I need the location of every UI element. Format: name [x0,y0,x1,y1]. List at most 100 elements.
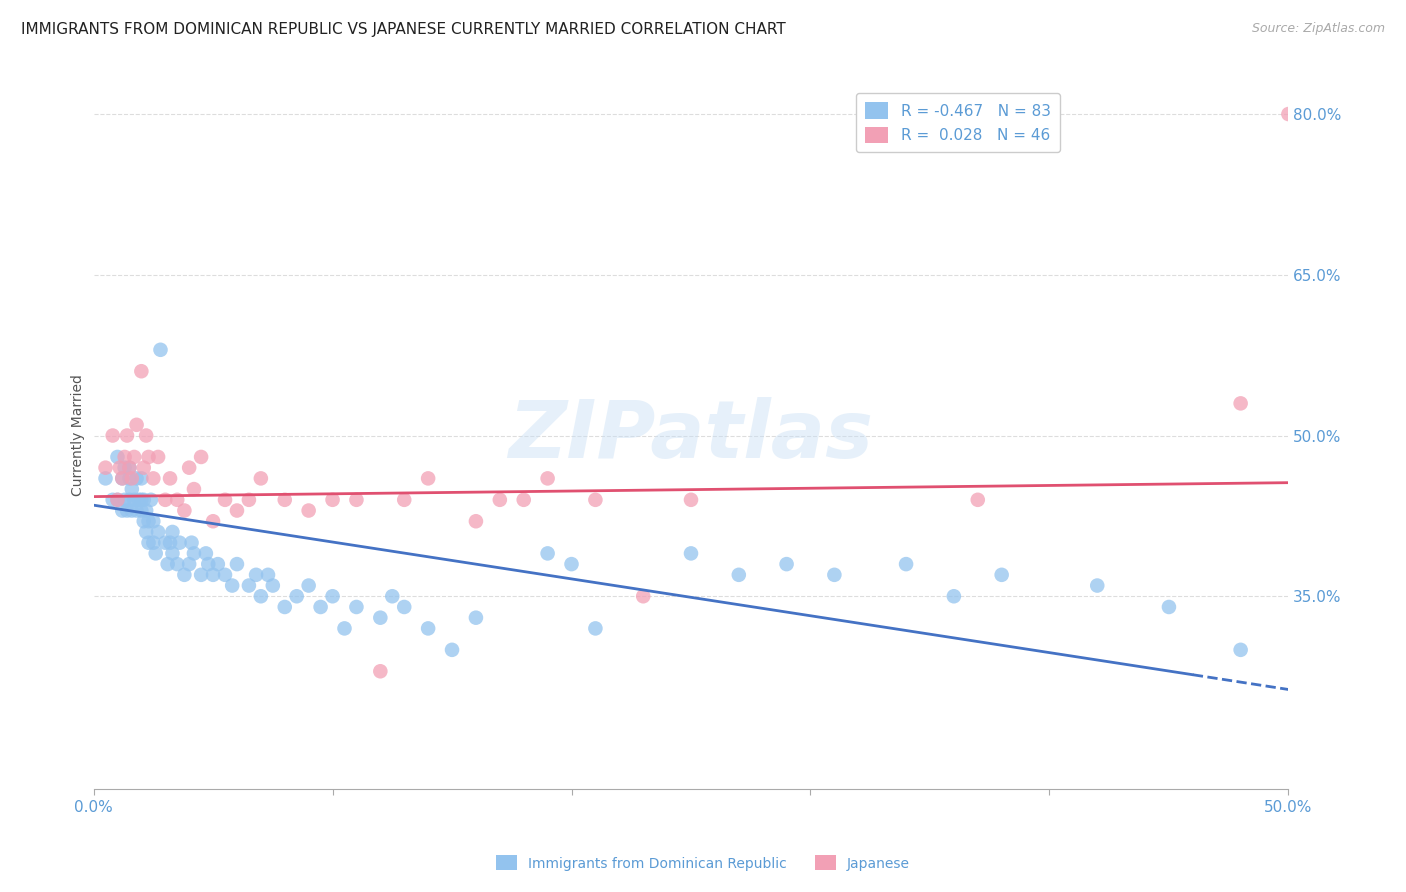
Y-axis label: Currently Married: Currently Married [72,375,86,497]
Point [245,567,267,582]
Point [190,567,212,582]
Point [183,482,205,496]
Point [111,503,134,517]
Point [894,557,917,571]
Point [131,364,153,378]
Legend: R = -0.467   N = 83, R =  0.028   N = 46: R = -0.467 N = 83, R = 0.028 N = 46 [856,93,1060,153]
Point [197,557,219,571]
Point [512,492,534,507]
Point [1277,107,1299,121]
Point [138,450,160,464]
Point [207,557,229,571]
Point [631,589,654,603]
Point [346,492,368,507]
Point [583,492,606,507]
Point [162,546,184,560]
Point [322,589,344,603]
Point [142,514,165,528]
Point [775,557,797,571]
Point [131,503,153,517]
Point [155,535,177,549]
Point [125,471,148,485]
Point [226,503,249,517]
Point [333,621,356,635]
Point [202,567,225,582]
Point [381,589,404,603]
Point [135,524,157,539]
Point [118,492,141,507]
Point [108,460,131,475]
Point [418,621,440,635]
Point [250,471,273,485]
Point [346,599,368,614]
Point [159,471,181,485]
Point [169,535,191,549]
Point [94,460,117,475]
Point [727,567,749,582]
Point [370,665,392,679]
Point [679,492,702,507]
Point [190,450,212,464]
Point [142,471,165,485]
Point [162,524,184,539]
Point [122,450,145,464]
Point [115,428,138,442]
Point [214,492,236,507]
Point [180,535,202,549]
Point [118,460,141,475]
Text: ZIPatlas: ZIPatlas [509,397,873,475]
Point [274,492,297,507]
Point [166,492,188,507]
Point [115,503,138,517]
Point [823,567,845,582]
Point [202,514,225,528]
Point [274,599,297,614]
Point [238,492,260,507]
Point [418,471,440,485]
Point [111,471,134,485]
Point [101,492,124,507]
Point [183,546,205,560]
Text: Source: ZipAtlas.com: Source: ZipAtlas.com [1251,22,1385,36]
Point [441,643,464,657]
Point [583,621,606,635]
Point [146,524,169,539]
Point [107,492,129,507]
Point [179,460,201,475]
Point [114,450,136,464]
Point [156,557,179,571]
Point [194,546,217,560]
Text: IMMIGRANTS FROM DOMINICAN REPUBLIC VS JAPANESE CURRENTLY MARRIED CORRELATION CHA: IMMIGRANTS FROM DOMINICAN REPUBLIC VS JA… [21,22,786,37]
Point [118,471,141,485]
Point [118,460,141,475]
Point [262,578,284,592]
Legend: Immigrants from Dominican Republic, Japanese: Immigrants from Dominican Republic, Japa… [491,850,915,876]
Point [257,567,280,582]
Point [122,492,145,507]
Point [238,578,260,592]
Point [121,482,143,496]
Point [128,492,150,507]
Point [111,471,134,485]
Point [285,589,308,603]
Point [138,535,160,549]
Point [135,428,157,442]
Point [101,428,124,442]
Point [309,599,332,614]
Point [1085,578,1108,592]
Point [173,503,195,517]
Point [132,514,155,528]
Point [298,578,321,592]
Point [298,503,321,517]
Point [1157,599,1180,614]
Point [226,557,249,571]
Point [107,492,129,507]
Point [250,589,273,603]
Point [488,492,510,507]
Point [942,589,965,603]
Point [173,567,195,582]
Point [142,535,165,549]
Point [1229,396,1251,410]
Point [125,417,148,432]
Point [1229,643,1251,657]
